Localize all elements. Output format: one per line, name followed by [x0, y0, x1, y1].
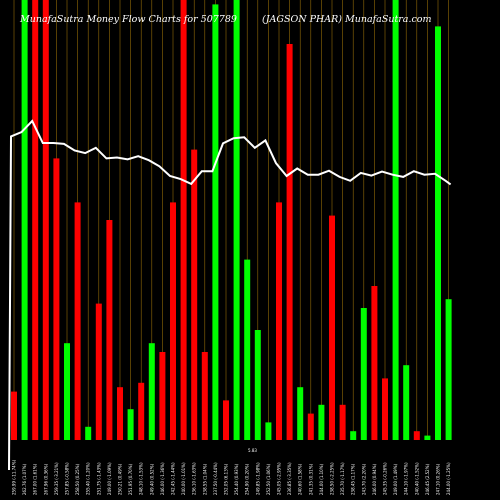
x-tick-label: 255.40 (-1.20%) [86, 462, 91, 495]
bar [403, 365, 410, 440]
bar [64, 343, 70, 440]
x-tick-label: 249.85 (-1.98%) [255, 462, 260, 495]
money-flow-line [8, 119, 452, 471]
x-tick-labels: 259.99 (-11.74%) 262.76 (1.07%) 267.00 (1.… [12, 459, 452, 495]
bar [74, 202, 81, 440]
bar [32, 0, 39, 440]
x-tick-label: 241.35 (0.31%) [308, 463, 313, 495]
bar [392, 0, 399, 440]
x-tick-label: 238.45 (1.17%) [351, 463, 356, 495]
x-tick-label: 267.96 (0.36%) [43, 463, 48, 495]
chart-title-right: (JAGSON PHAR) MunafaSutra.com [262, 14, 432, 25]
bar [329, 215, 335, 440]
x-tick-label: 244.00 (1.10%) [319, 463, 324, 495]
bar [180, 0, 187, 440]
x-tick-label: 247.10 (0.26%) [436, 463, 441, 495]
x-tick-label: 251.75 (-1.43%) [96, 462, 101, 495]
x-tick-label: 240.60 (1.58%) [298, 463, 303, 495]
mid-value-label: 5.83 [248, 448, 257, 453]
bar [170, 202, 176, 440]
bar [127, 409, 134, 440]
chart-title-left: MunafaSutra Money Flow Charts for 507789 [19, 14, 237, 25]
x-tick-label: 248.10 (-1.53%) [139, 462, 144, 495]
bar [297, 387, 304, 440]
bar [11, 391, 17, 440]
x-tick-label: 252.05 (6.13%) [224, 463, 229, 495]
bar [21, 0, 28, 440]
x-tick-label: 254.40 (0.93%) [234, 463, 239, 495]
bar [413, 431, 420, 440]
x-tick-label: 259.99 (-11.74%) [12, 459, 17, 495]
bar [254, 330, 261, 440]
bar [350, 431, 357, 440]
bar [276, 202, 282, 440]
bar [106, 220, 113, 440]
bar [53, 158, 60, 440]
bar [339, 404, 346, 440]
bar [138, 382, 145, 440]
bar [212, 4, 219, 441]
x-tick-label: 262.76 (1.07%) [22, 463, 27, 495]
bar [233, 0, 240, 440]
bar [424, 435, 431, 440]
x-tick-label: 243.70 (2.20%) [361, 463, 366, 495]
x-tick-label: 244.00 (-1.25%) [446, 462, 451, 495]
x-tick-label: 246.00 (-1.36%) [160, 462, 165, 495]
x-tick-label: 258.50 (0.25%) [75, 463, 80, 495]
x-tick-label: 267.00 (1.61%) [33, 463, 38, 495]
bar [435, 26, 441, 441]
x-tick-label: 236.85 (-3.35%) [287, 462, 292, 495]
x-tick-label: 257.85 (-0.58%) [65, 462, 70, 495]
bar [445, 299, 452, 440]
bar [148, 343, 155, 440]
bar [95, 303, 102, 440]
x-tick-label: 249.00 (-1.09%) [107, 462, 112, 495]
x-tick-label: 245.35 (-0.26%) [383, 462, 388, 495]
x-tick-label: 240.40 (-1.52%) [414, 462, 419, 495]
x-tick-label: 238.55 (1.04%) [202, 463, 207, 495]
bar [223, 400, 229, 440]
x-tick-label: 249.40 (0.52%) [149, 463, 154, 495]
x-tick-label: 252.50 (1.06%) [266, 463, 271, 495]
x-tick-label: 242.45 (-1.44%) [171, 462, 176, 495]
bar [42, 0, 49, 440]
bar [286, 44, 293, 440]
bar [159, 352, 166, 440]
x-tick-label: 244.10 (-1.97%) [404, 462, 409, 495]
x-tick-label: 251.95 (0.70%) [128, 463, 133, 495]
bar [191, 149, 198, 440]
bar [85, 426, 92, 440]
x-tick-label: 236.10 (-1.63%) [192, 462, 197, 495]
x-tick-label: 237.50 (-0.44%) [213, 462, 218, 495]
x-tick-label: 238.50 (-2.25%) [330, 462, 335, 495]
x-tick-label: 259.35 (-3.21%) [54, 462, 59, 495]
x-tick-label: 235.70 (-1.17%) [340, 462, 345, 495]
x-tick-label: 254.90 (0.20%) [245, 463, 250, 495]
bar [382, 378, 388, 440]
x-tick-label: 246.00 (0.94%) [372, 463, 377, 495]
bar [201, 352, 208, 440]
x-tick-label: 246.45 (2.52%) [425, 463, 430, 495]
bar [265, 422, 272, 440]
bar [360, 308, 367, 440]
bar-series [11, 0, 452, 441]
bar [244, 259, 251, 440]
bar [371, 286, 378, 440]
x-tick-label: 250.21 (0.49%) [118, 463, 123, 495]
x-tick-label: 249.00 (1.49%) [393, 463, 398, 495]
bar [307, 413, 314, 440]
bar [318, 404, 325, 440]
x-tick-label: 245.05 (-2.95%) [277, 462, 282, 495]
bar [117, 387, 123, 440]
x-tick-label: 240.00 (-1.01%) [181, 462, 186, 495]
